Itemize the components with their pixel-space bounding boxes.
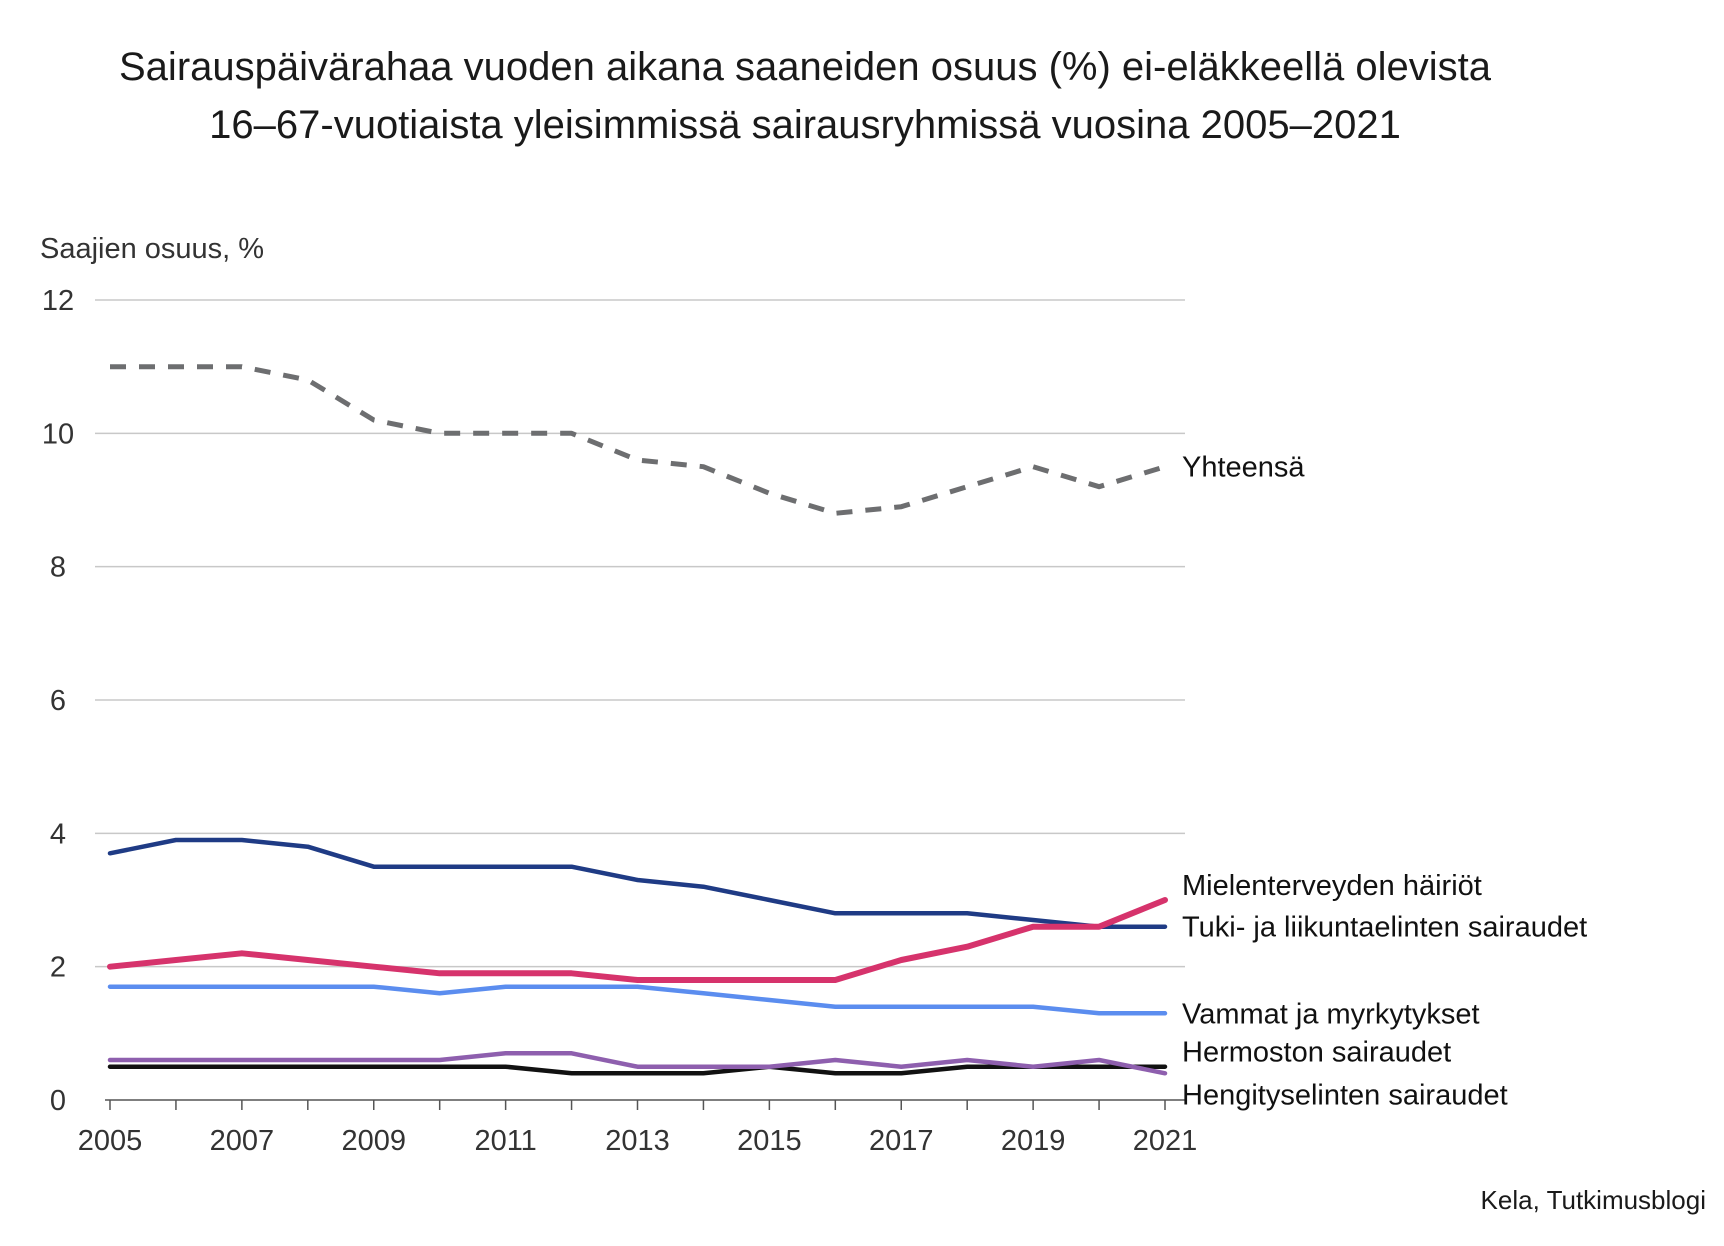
series-line-mielenterveyden-häiriöt	[107, 897, 1168, 983]
chart-title: Sairauspäivärahaa vuoden aikana saaneide…	[0, 38, 1610, 154]
x-tick-label: 2015	[737, 1125, 802, 1157]
y-axis-title: Saajien osuus, %	[40, 233, 264, 265]
x-tick-label: 2011	[474, 1125, 536, 1157]
x-tick-label: 2017	[869, 1125, 934, 1157]
series-label: Mielenterveyden häiriöt	[1182, 870, 1482, 902]
chart-subtitle: 16–67-vuotiaista yleisimmissä sairausryh…	[209, 103, 1401, 147]
series-label: Vammat ja myrkytykset	[1182, 998, 1480, 1030]
y-tick-label: 8	[50, 552, 66, 584]
axes: 0 2 4 6 8 10 12 Saajien osuus, % 2005 2007 2009 201…	[40, 233, 1197, 1157]
chart-title-line-1: Sairauspäivärahaa vuoden aikana saaneide…	[119, 45, 1491, 89]
y-tick-label: 0	[50, 1085, 66, 1117]
series-line-yhteensä	[110, 364, 1166, 516]
series-label: Hengityselinten sairaudet	[1182, 1079, 1508, 1111]
series-labels: Yhteensä Mielenterveyden häiriöt Tuki- ja …	[1182, 452, 1587, 1112]
x-tick-label: 2021	[1133, 1125, 1198, 1157]
series-lines	[107, 364, 1168, 1076]
x-tick-label: 2005	[78, 1125, 143, 1157]
source-note: Kela, Tutkimusblogi	[1480, 1185, 1706, 1215]
gridlines	[95, 299, 1185, 968]
series-line-tuki-ja-liikuntaelinten-sairaudet	[107, 837, 1168, 929]
x-tick-label: 2019	[1001, 1125, 1066, 1157]
series-label: Yhteensä	[1182, 452, 1305, 484]
y-tick-label: 2	[50, 952, 66, 984]
y-tick-label: 12	[42, 285, 74, 317]
series-label: Hermoston sairaudet	[1182, 1037, 1451, 1069]
x-tick-label: 2007	[210, 1125, 275, 1157]
x-tick-label: 2013	[605, 1125, 670, 1157]
y-tick-label: 4	[50, 818, 66, 850]
series-line-hengityselinten-sairaudet	[107, 1051, 1168, 1076]
y-tick-label: 10	[42, 418, 74, 450]
series-line-hermoston-sairaudet	[107, 1064, 1168, 1076]
series-label: Tuki- ja liikuntaelinten sairaudet	[1182, 912, 1587, 944]
y-tick-label: 6	[50, 685, 66, 717]
x-tick-label: 2009	[341, 1125, 406, 1157]
series-line-vammat-ja-myrkytykset	[107, 984, 1168, 1016]
